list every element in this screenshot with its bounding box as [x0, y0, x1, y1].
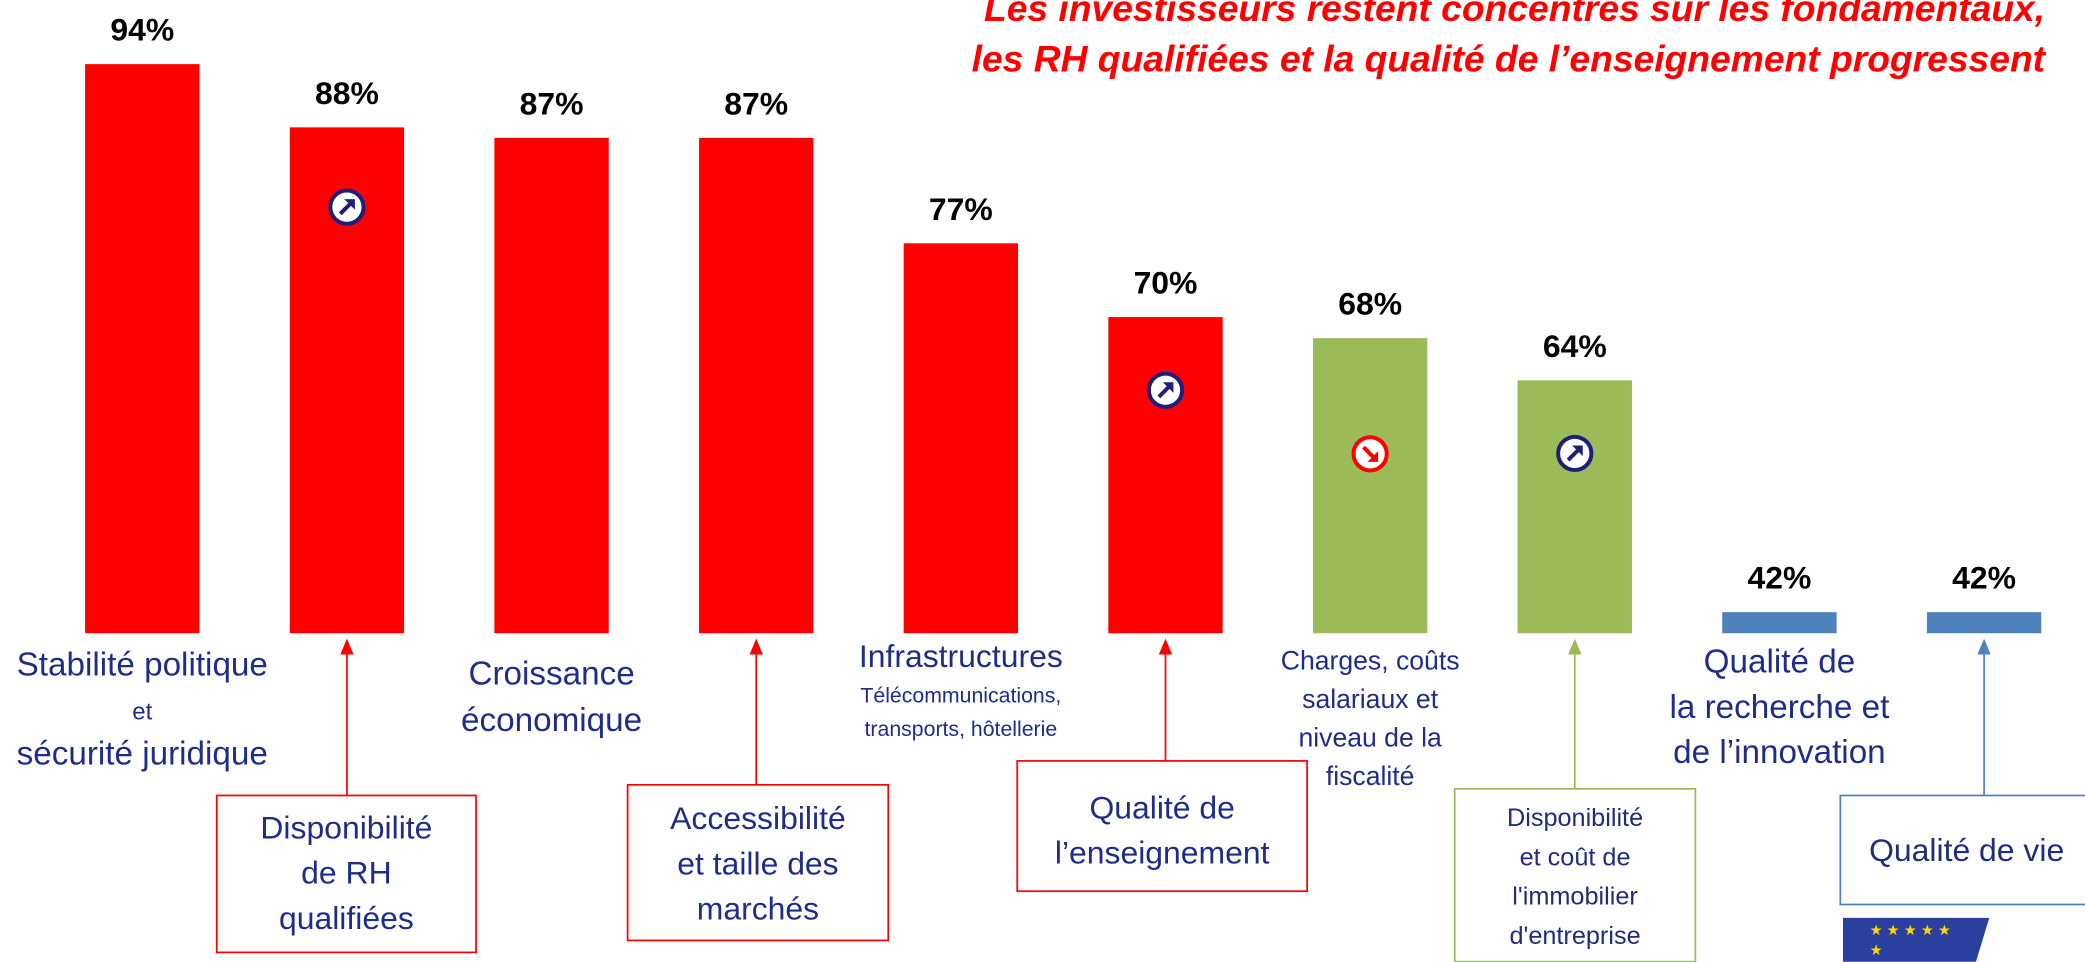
label-box: [626, 783, 890, 942]
pointer-arrow: [1158, 638, 1173, 655]
category-label: qualifiées: [279, 900, 414, 936]
trend-arrow-head: [1572, 445, 1583, 457]
bar: [1312, 338, 1428, 634]
svg-text:★★★★★: ★★★★★: [1870, 923, 1955, 939]
value-label: 87%: [520, 85, 584, 121]
pointer-arrow: [749, 638, 763, 655]
category-label: économique: [461, 702, 642, 739]
category-label: Télécommunications,: [860, 684, 1061, 708]
category-label: transports, hôtellerie: [865, 717, 1058, 741]
category-label: et taille des: [677, 845, 838, 881]
bar: [903, 243, 1019, 634]
bar: [494, 137, 609, 634]
category-label: de RH: [301, 855, 391, 891]
bar: [85, 64, 200, 634]
label-box: [1453, 787, 1697, 962]
trend-icon: [1351, 435, 1389, 473]
trend-icon: [328, 188, 366, 226]
category-label: Disponibilité: [260, 809, 432, 845]
category-label: Croissance: [468, 656, 634, 693]
label-box: [1839, 794, 2085, 906]
category-label: Qualité de vie: [1869, 832, 2064, 868]
category-label: Charges, coûts: [1281, 646, 1460, 676]
category-label: Disponibilité: [1507, 804, 1643, 832]
eu-flag: ★★★★★ ★: [1842, 917, 1990, 962]
category-label: Qualité de: [1089, 790, 1234, 826]
value-label: 87%: [724, 85, 788, 121]
category-label: de l’innovation: [1673, 734, 1886, 771]
value-label: 64%: [1543, 328, 1607, 364]
category-label: Accessibilité: [670, 800, 846, 836]
chart-title: les RH qualifiées et la qualité de l’ens…: [972, 37, 2047, 79]
bar: [1722, 612, 1837, 634]
svg-text:★: ★: [1870, 943, 1883, 959]
value-label: 77%: [929, 191, 993, 227]
category-label: l'immobilier: [1512, 883, 1637, 911]
category-label: sécurité juridique: [17, 735, 268, 772]
bar: [699, 137, 814, 634]
category-label: l’enseignement: [1055, 835, 1270, 871]
value-label: 88%: [315, 75, 379, 111]
category-label: Infrastructures: [859, 638, 1063, 674]
label-box: [215, 794, 477, 954]
category-label: Stabilité politique: [17, 646, 268, 683]
category-label: fiscalité: [1326, 761, 1415, 791]
pointer-arrow: [340, 638, 354, 655]
category-label: la recherche et: [1670, 689, 1890, 726]
label-box: [1016, 760, 1308, 893]
pointer-arrow: [1568, 638, 1582, 655]
category-label: et: [132, 698, 152, 725]
category-label: marchés: [697, 891, 819, 927]
pointer-arrow: [1977, 638, 1991, 655]
category-label: niveau de la: [1298, 723, 1442, 753]
category-label: d'entreprise: [1509, 922, 1640, 950]
category-label: et coût de: [1520, 843, 1631, 871]
value-label: 94%: [110, 12, 174, 48]
bar: [1517, 380, 1632, 634]
bar: [1926, 612, 2042, 634]
trend-icon: [1146, 371, 1185, 409]
chart-title: Les investisseurs restent concentrés sur…: [984, 0, 2045, 29]
value-label: 42%: [1952, 560, 2016, 596]
bar: [1108, 317, 1223, 634]
trend-arrow-head: [344, 199, 355, 210]
trend-icon: [1556, 434, 1594, 473]
category-label: salariaux et: [1302, 684, 1439, 714]
value-label: 42%: [1748, 560, 1812, 596]
category-label: Qualité de: [1704, 644, 1856, 681]
value-label: 70%: [1134, 265, 1198, 301]
value-label: 68%: [1338, 286, 1402, 322]
